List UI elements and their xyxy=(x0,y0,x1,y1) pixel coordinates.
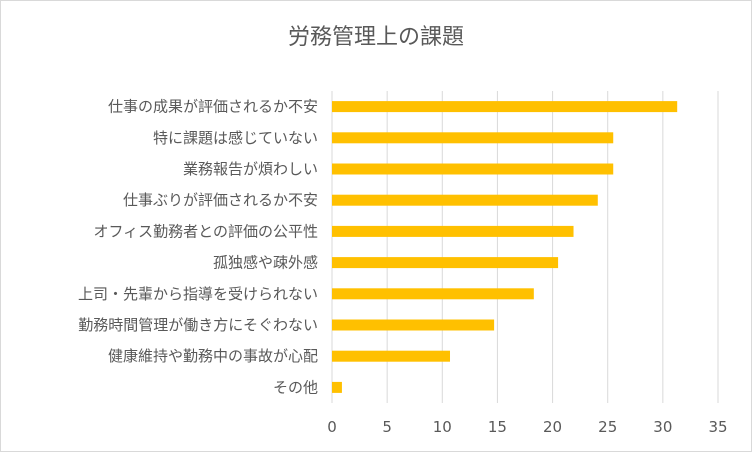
x-tick-label: 25 xyxy=(598,418,617,436)
bar xyxy=(332,319,495,331)
category-label: 仕事ぶりが評価されるか不安 xyxy=(123,191,318,209)
bar xyxy=(332,350,451,362)
x-tick-label: 20 xyxy=(543,418,562,436)
x-tick-label: 10 xyxy=(433,418,452,436)
bar xyxy=(332,194,598,206)
category-label: オフィス勤務者との評価の公平性 xyxy=(93,222,318,240)
bar xyxy=(332,288,534,300)
bar xyxy=(332,225,574,237)
x-tick-label: 0 xyxy=(327,418,337,436)
category-label: 仕事の成果が評価されるか不安 xyxy=(108,98,318,116)
x-tick-label: 30 xyxy=(653,418,672,436)
category-label: 孤独感や疎外感 xyxy=(213,254,318,272)
category-label: 上司・先輩から指導を受けられない xyxy=(78,285,318,303)
bar xyxy=(332,163,614,175)
bar xyxy=(332,381,342,393)
bar xyxy=(332,132,614,144)
x-tick-label: 15 xyxy=(488,418,507,436)
category-label: その他 xyxy=(273,378,318,396)
bar xyxy=(332,101,678,113)
bar xyxy=(332,257,559,269)
category-label: 業務報告が煩わしい xyxy=(183,160,318,178)
x-tick-label: 35 xyxy=(708,418,727,436)
category-label: 特に課題は感じていない xyxy=(153,129,318,147)
chart-title: 労務管理上の課題 xyxy=(287,25,464,50)
x-tick-label: 5 xyxy=(382,418,392,436)
category-label: 健康維持や勤務中の事故が心配 xyxy=(108,347,318,365)
category-label: 勤務時間管理が働き方にそぐわない xyxy=(78,316,318,334)
